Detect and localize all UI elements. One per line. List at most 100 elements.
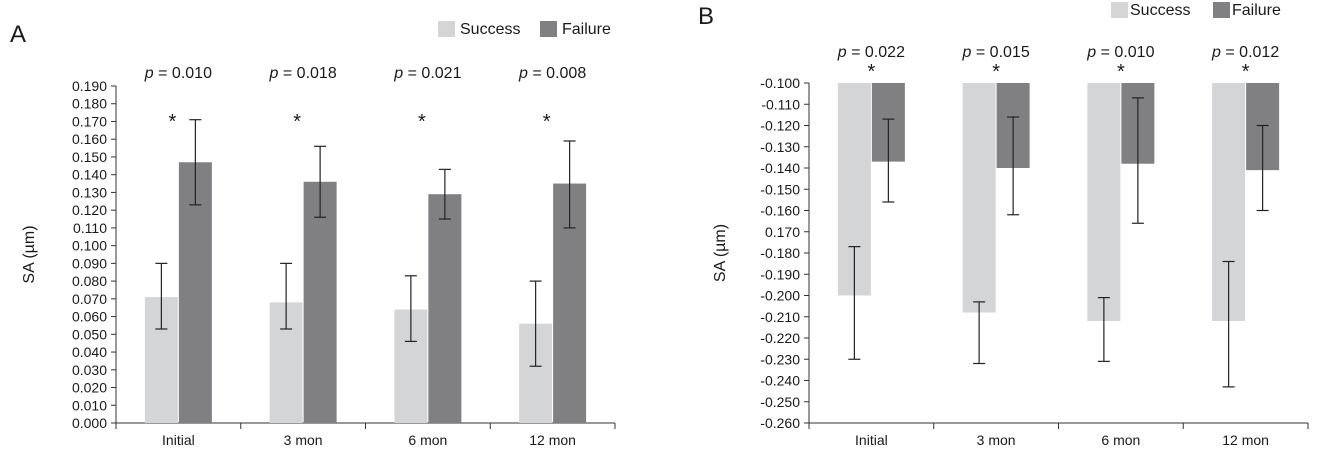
y-tick-label: 0.010 <box>72 397 107 413</box>
p-value-symbol: p <box>962 44 972 61</box>
legend-swatch-success <box>1111 2 1128 18</box>
error-bar-success <box>1222 260 1235 388</box>
error-bar-success <box>280 262 293 330</box>
legend-swatch-failure <box>1213 2 1230 18</box>
p-value-annotation: p = 0.010 <box>144 65 212 82</box>
y-tick-label: 0.160 <box>72 131 107 147</box>
chart-panel-b: B Success Failure SA (µm) -0.100 -0.110 -0.120… <box>698 2 1309 448</box>
x-tick-label: 12 mon <box>529 432 576 448</box>
x-tick-label: 6 mon <box>1101 432 1140 448</box>
significance-star: * <box>1242 61 1250 83</box>
y-tick-label: 0.080 <box>72 273 107 289</box>
y-tick-label: 0.060 <box>72 309 107 325</box>
y-tick-label: -0.160 <box>760 203 800 219</box>
p-value-symbol: p <box>518 65 528 82</box>
p-value-text: = 0.022 <box>847 44 905 61</box>
p-value-text: = 0.012 <box>1221 44 1279 61</box>
significance-star: * <box>418 111 426 133</box>
error-bar-failure <box>189 119 202 206</box>
y-tick-label: 0.110 <box>73 220 107 236</box>
y-tick-label: 0.130 <box>72 184 107 200</box>
p-value-symbol: p <box>269 65 279 82</box>
y-tick-label: 0.050 <box>72 326 107 342</box>
panel-label: A <box>10 21 26 48</box>
p-value-annotation: p = 0.015 <box>962 44 1030 61</box>
y-tick-label: -0.140 <box>760 160 800 176</box>
y-tick-label: 0.170 <box>765 224 800 240</box>
p-value-text: = 0.010 <box>154 65 212 82</box>
y-tick-label: 0.140 <box>72 167 107 183</box>
p-value-symbol: p <box>1086 44 1096 61</box>
significance-star: * <box>168 111 176 133</box>
p-value-symbol: p <box>393 65 403 82</box>
p-value-annotation: p = 0.018 <box>269 65 337 82</box>
p-value-annotation: p = 0.008 <box>518 65 586 82</box>
y-tick-label: -0.100 <box>760 75 800 91</box>
x-tick-label: Initial <box>162 432 195 448</box>
p-value-text: = 0.018 <box>278 65 336 82</box>
error-bar-success <box>1097 297 1110 362</box>
p-value-symbol: p <box>1211 44 1221 61</box>
error-bar-failure <box>1256 124 1269 212</box>
y-tick-label: -0.120 <box>760 118 800 134</box>
y-tick-label: 0.040 <box>72 344 107 360</box>
error-bar-success <box>848 246 861 360</box>
y-tick-label: 0.030 <box>72 362 107 378</box>
x-tick-label: 3 mon <box>977 432 1016 448</box>
error-bar-failure <box>438 168 451 220</box>
y-axis-label: SA (µm) <box>21 225 38 283</box>
y-tick-label: 0.020 <box>72 380 107 396</box>
y-tick-label: -0.210 <box>760 309 800 325</box>
p-value-text: = 0.015 <box>971 44 1029 61</box>
legend-label-failure: Failure <box>562 21 611 38</box>
error-bar-failure <box>882 118 895 203</box>
y-tick-label: -0.230 <box>760 351 800 367</box>
p-value-annotation: p = 0.022 <box>837 44 905 61</box>
error-bar-failure <box>1007 116 1020 216</box>
y-tick-label: 0.000 <box>72 415 107 431</box>
significance-star: * <box>543 111 551 133</box>
error-bar-success <box>529 280 542 367</box>
legend-swatch-success <box>438 21 455 37</box>
significance-star: * <box>1117 61 1125 83</box>
y-tick-label: -0.110 <box>761 96 800 112</box>
legend-label-success: Success <box>1130 2 1190 19</box>
significance-star: * <box>293 111 301 133</box>
error-bar-success <box>404 275 417 343</box>
y-tick-label: -0.130 <box>760 139 800 155</box>
y-tick-label: -0.260 <box>760 415 800 431</box>
y-tick-label: 0.100 <box>72 238 107 254</box>
significance-star: * <box>867 61 875 83</box>
p-value-annotation: p = 0.021 <box>393 65 461 82</box>
p-value-symbol: p <box>144 65 154 82</box>
y-tick-label: 0.120 <box>72 202 107 218</box>
y-tick-label: -0.250 <box>760 394 800 410</box>
legend-swatch-failure <box>540 21 557 37</box>
legend-label-success: Success <box>460 21 520 38</box>
x-tick-label: 3 mon <box>284 432 323 448</box>
y-axis-label: SA (µm) <box>712 224 729 282</box>
p-value-symbol: p <box>837 44 847 61</box>
y-tick-label: -0.240 <box>760 373 800 389</box>
p-value-annotation: p = 0.010 <box>1086 44 1154 61</box>
error-bar-success <box>155 262 168 330</box>
y-tick-label: 0.170 <box>72 113 107 129</box>
bar-failure <box>303 181 337 423</box>
y-tick-label: -0.200 <box>760 288 800 304</box>
y-tick-label: 0.070 <box>72 291 107 307</box>
p-value-text: = 0.010 <box>1096 44 1154 61</box>
y-tick-label: -0.220 <box>760 330 800 346</box>
legend: Success Failure <box>1111 2 1281 19</box>
p-value-annotation: p = 0.012 <box>1211 44 1279 61</box>
y-tick-label: -0.190 <box>760 266 800 282</box>
bar-failure <box>428 194 462 423</box>
significance-star: * <box>992 61 1000 83</box>
p-value-text: = 0.021 <box>403 65 461 82</box>
legend: Success Failure <box>438 21 611 38</box>
panel-label: B <box>698 3 714 30</box>
y-tick-label: 0.150 <box>72 149 107 165</box>
bar-success <box>1087 83 1121 321</box>
y-tick-label: 0.180 <box>72 96 107 112</box>
